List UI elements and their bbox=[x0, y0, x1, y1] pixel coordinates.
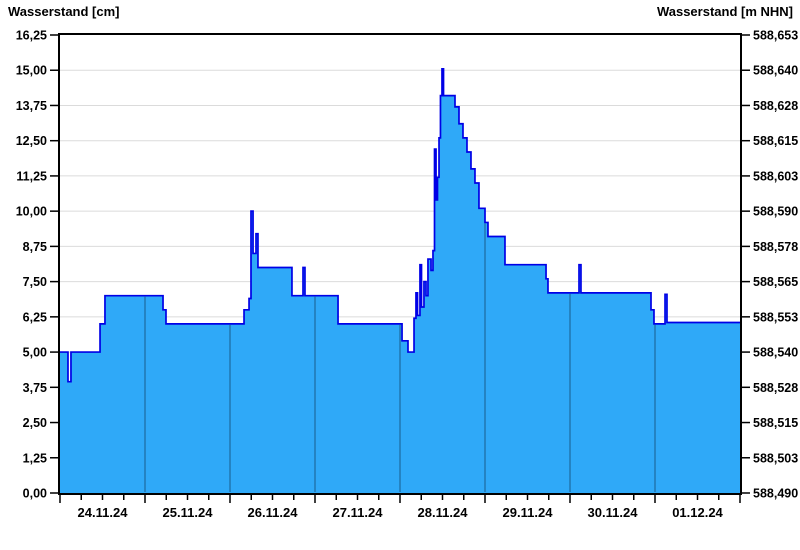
right-axis-tick-label: 588,503 bbox=[753, 451, 798, 465]
left-axis-title: Wasserstand [cm] bbox=[8, 4, 120, 19]
x-axis-day-label: 26.11.24 bbox=[248, 505, 299, 520]
right-axis-tick-label: 588,515 bbox=[753, 416, 798, 430]
right-axis-tick-label: 588,628 bbox=[753, 99, 798, 113]
x-axis-day-label: 24.11.24 bbox=[78, 505, 129, 520]
left-axis-tick-label: 16,25 bbox=[16, 29, 47, 43]
left-axis-tick-label: 11,25 bbox=[16, 169, 47, 183]
left-axis-tick-label: 6,25 bbox=[23, 310, 47, 324]
left-axis-tick-label: 2,50 bbox=[23, 416, 47, 430]
left-axis-tick-label: 10,00 bbox=[16, 205, 47, 219]
left-axis-tick-label: 1,25 bbox=[23, 451, 47, 465]
left-axis-tick-label: 5,00 bbox=[23, 346, 47, 360]
right-axis-tick-label: 588,528 bbox=[753, 381, 798, 395]
right-axis-tick-label: 588,653 bbox=[753, 29, 798, 43]
right-axis-tick-label: 588,540 bbox=[753, 346, 798, 360]
left-axis-tick-label: 12,50 bbox=[16, 134, 47, 148]
left-axis-tick-label: 8,75 bbox=[23, 240, 47, 254]
right-axis-tick-label: 588,565 bbox=[753, 275, 798, 289]
right-axis-tick-label: 588,640 bbox=[753, 64, 798, 78]
left-axis-tick-label: 13,75 bbox=[16, 99, 47, 113]
left-axis-tick-label: 3,75 bbox=[23, 381, 47, 395]
right-axis-title: Wasserstand [m NHN] bbox=[656, 4, 793, 19]
water-level-line bbox=[60, 67, 740, 383]
right-axis-tick-label: 588,578 bbox=[753, 240, 798, 254]
left-axis-tick-label: 7,50 bbox=[23, 275, 47, 289]
plot-border bbox=[58, 33, 742, 495]
right-axis-tick-label: 588,553 bbox=[753, 310, 798, 324]
right-axis-tick-label: 588,490 bbox=[753, 487, 798, 501]
x-axis-day-label: 28.11.24 bbox=[418, 505, 469, 520]
right-axis-tick-label: 588,615 bbox=[753, 134, 798, 148]
right-axis-tick-label: 588,603 bbox=[753, 169, 798, 183]
x-axis-day-label: 29.11.24 bbox=[503, 505, 554, 520]
left-axis-tick-label: 0,00 bbox=[23, 487, 47, 501]
x-axis-day-label: 01.12.24 bbox=[672, 505, 723, 520]
x-axis-day-label: 25.11.24 bbox=[163, 505, 214, 520]
left-axis-tick-label: 15,00 bbox=[16, 64, 47, 78]
x-axis-day-label: 30.11.24 bbox=[588, 505, 639, 520]
right-axis-tick-label: 588,590 bbox=[753, 205, 798, 219]
x-axis-day-label: 27.11.24 bbox=[333, 505, 384, 520]
